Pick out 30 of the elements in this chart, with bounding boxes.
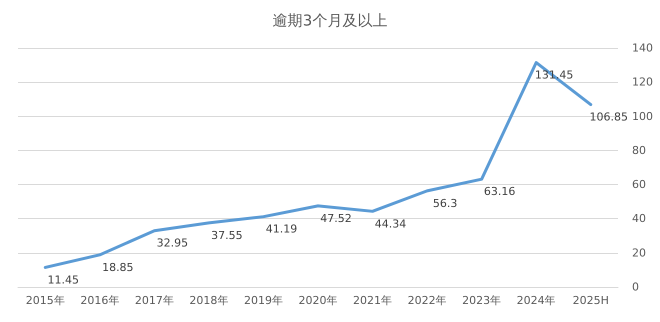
x-tick-label: 2015年 <box>26 294 65 307</box>
x-tick-label: 2020年 <box>298 294 338 307</box>
data-label: 63.16 <box>484 185 516 198</box>
y-tick-label: 80 <box>632 144 646 157</box>
data-label: 44.34 <box>374 217 406 230</box>
x-tick-label: 2021年 <box>353 294 392 307</box>
data-label: 11.45 <box>48 273 80 286</box>
x-tick-label: 2019年 <box>244 294 283 307</box>
data-label: 32.95 <box>156 236 188 250</box>
data-label: 106.85 <box>589 110 628 124</box>
data-label: 47.52 <box>320 212 352 225</box>
data-label: 56.3 <box>432 196 458 210</box>
chart-title: 逾期3个月及以上 <box>272 12 388 30</box>
y-tick-label: 140 <box>632 42 653 54</box>
data-label: 18.85 <box>102 260 134 274</box>
x-tick-label: 2017年 <box>134 294 174 307</box>
y-tick-label: 20 <box>632 246 646 260</box>
y-tick-label: 100 <box>632 110 653 123</box>
data-label: 37.55 <box>211 228 243 242</box>
data-label: 41.19 <box>266 222 298 236</box>
x-tick-label: 2022年 <box>408 294 447 307</box>
x-tick-label: 2025H <box>572 294 609 307</box>
y-tick-label: 40 <box>632 212 646 226</box>
x-tick-label: 2018年 <box>189 294 228 307</box>
y-tick-label: 60 <box>632 178 646 192</box>
y-tick-label: 120 <box>632 76 653 89</box>
x-tick-label: 2024年 <box>516 294 556 307</box>
x-tick-label: 2016年 <box>80 294 120 307</box>
x-tick-label: 2023年 <box>462 294 502 307</box>
y-tick-label: 0 <box>632 280 639 294</box>
